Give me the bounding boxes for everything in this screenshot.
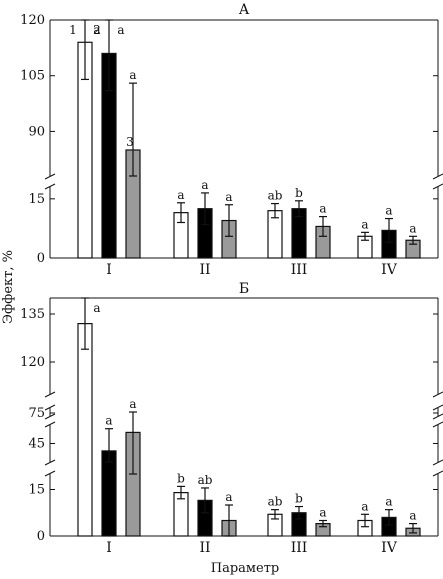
significance-label: b <box>295 492 303 506</box>
significance-label: a <box>129 397 136 411</box>
panel-title: Б <box>239 281 249 297</box>
axis-break-mark <box>44 413 56 420</box>
y-tick-label: 120 <box>20 13 45 28</box>
significance-label: ab <box>268 495 283 509</box>
significance-label: a <box>93 301 100 315</box>
axis-break-mark <box>432 173 443 180</box>
significance-label: b <box>295 186 303 200</box>
y-tick-label: 105 <box>20 69 45 84</box>
significance-label: a <box>385 495 392 509</box>
significance-label: a <box>93 23 100 37</box>
axis-break-mark <box>44 459 56 466</box>
x-tick-label: II <box>199 540 210 556</box>
significance-label: a <box>409 221 416 235</box>
significance-label: a <box>361 499 368 513</box>
axis-break-mark <box>432 421 443 428</box>
y-tick-label: 0 <box>37 529 45 544</box>
axis-break-mark <box>432 391 443 398</box>
x-tick-label: I <box>106 262 112 278</box>
axis-break-mark <box>44 421 56 428</box>
axis-break-mark <box>44 173 56 180</box>
axis-break-mark <box>44 183 56 190</box>
x-tick-label: II <box>199 262 210 278</box>
axis-break-mark <box>44 404 56 411</box>
axis-break-mark <box>432 413 443 420</box>
axis-break-mark <box>44 391 56 398</box>
panel-title: А <box>239 2 250 18</box>
bar <box>101 450 117 537</box>
x-tick-label: I <box>106 540 112 556</box>
bar <box>77 323 93 537</box>
y-tick-label: 90 <box>28 124 45 139</box>
axis-break-mark <box>432 459 443 466</box>
y-tick-label: 0 <box>37 251 45 266</box>
y-tick-label: 45 <box>28 437 45 452</box>
y-tick-label: 120 <box>20 355 45 370</box>
significance-label: a <box>409 509 416 523</box>
y-axis-label: Эффект, % <box>1 250 16 324</box>
x-axis-label: Параметр <box>211 561 279 576</box>
significance-label: a <box>117 23 124 37</box>
significance-label: a <box>225 190 232 204</box>
x-tick-label: III <box>291 262 308 278</box>
y-tick-label: 135 <box>20 307 45 322</box>
significance-label: a <box>129 68 136 82</box>
significance-label: a <box>201 178 208 192</box>
series-marker: 1 <box>69 23 77 37</box>
significance-label: a <box>361 217 368 231</box>
significance-label: a <box>225 490 232 504</box>
significance-label: ab <box>198 473 213 487</box>
axis-break-mark <box>432 183 443 190</box>
significance-label: a <box>385 204 392 218</box>
significance-label: a <box>105 414 112 428</box>
x-tick-label: III <box>291 540 308 556</box>
significance-label: ab <box>268 189 283 203</box>
axis-break-mark <box>44 470 56 477</box>
axis-break-mark <box>432 470 443 477</box>
x-tick-label: IV <box>381 262 398 278</box>
y-tick-label: 15 <box>28 192 45 207</box>
x-tick-label: IV <box>381 540 398 556</box>
series-marker: 2 <box>93 23 101 37</box>
significance-label: a <box>319 202 326 216</box>
series-marker: 3 <box>126 135 134 149</box>
y-tick-label: 75 <box>28 406 45 421</box>
significance-label: b <box>177 471 185 485</box>
significance-label: a <box>177 188 184 202</box>
y-tick-label: 15 <box>28 483 45 498</box>
axis-break-mark <box>432 404 443 411</box>
significance-label: a <box>319 506 326 520</box>
